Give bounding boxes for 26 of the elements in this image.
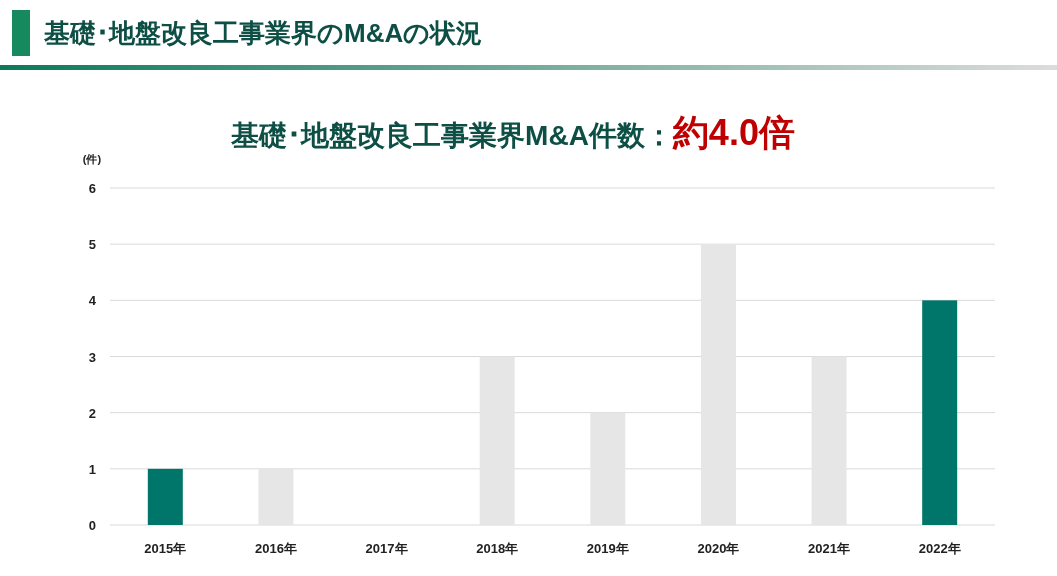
y-tick-label: 0 (88, 518, 96, 533)
x-tick-label: 2019年 (586, 541, 629, 556)
y-tick-label: 4 (88, 293, 97, 309)
x-tick-label: 2017年 (365, 541, 408, 556)
x-tick-label: 2021年 (808, 541, 851, 556)
chart-title: 基礎･地盤改良工事業界のM&Aの状況 (43, 18, 483, 48)
y-tick-label: 1 (88, 461, 96, 477)
x-tick-label: 2022年 (918, 541, 961, 556)
bar (590, 412, 626, 525)
bar (258, 468, 294, 525)
y-tick-label: 3 (88, 349, 96, 365)
y-tick-label: 6 (88, 181, 96, 196)
x-tick-label: 2020年 (697, 541, 740, 556)
x-tick-label: 2018年 (476, 541, 519, 556)
y-tick-label: 2 (88, 405, 96, 421)
bar (479, 356, 515, 525)
x-tick-label: 2016年 (254, 541, 297, 556)
y-axis-title: (件) (82, 153, 102, 165)
y-tick-label: 5 (88, 237, 96, 253)
chart-subtitle: 基礎･地盤改良工事業界M&A件数： (230, 120, 673, 151)
text: 約4.0倍 (671, 112, 795, 153)
bar (811, 356, 847, 525)
bar (922, 300, 958, 525)
x-tick-label: 2015年 (144, 541, 187, 556)
bar (700, 244, 736, 525)
bar (147, 468, 183, 525)
